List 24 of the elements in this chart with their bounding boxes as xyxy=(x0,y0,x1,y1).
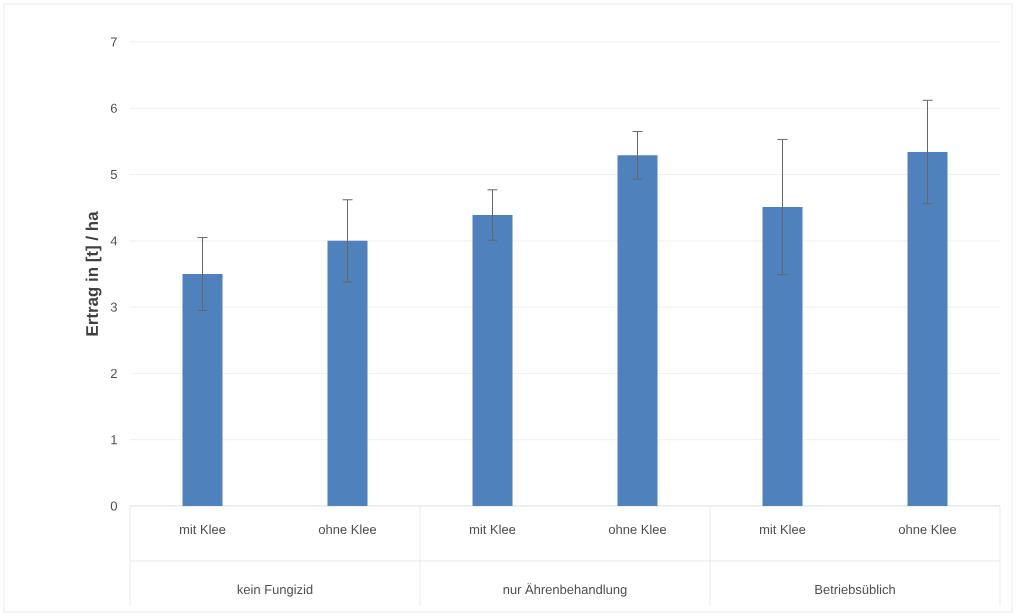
y-tick-label: 0 xyxy=(110,501,117,511)
text: nur Ährenbehandlung xyxy=(503,583,627,597)
y-axis-title: Ertrag in [t] / ha xyxy=(85,211,102,336)
x-tick-label: mit Klee xyxy=(469,524,516,535)
y-tick-label: 2 xyxy=(110,368,117,378)
y-tick-label: 4 xyxy=(110,236,118,246)
text: kein Fungizid xyxy=(237,584,313,597)
y-tick-label: 6 xyxy=(110,103,117,113)
y-tick-label: 7 xyxy=(110,37,117,47)
bar xyxy=(472,214,513,506)
bar xyxy=(327,240,368,506)
y-tick-label: 5 xyxy=(110,170,117,180)
y-tick-label: 3 xyxy=(110,302,117,312)
x-tick-label: ohne Klee xyxy=(318,524,377,535)
x-tick-label: ohne Klee xyxy=(608,524,667,535)
bar xyxy=(907,152,948,506)
bar xyxy=(617,155,658,506)
bar xyxy=(762,207,803,506)
y-tick-label: 1 xyxy=(111,435,117,445)
x-tick-label: ohne Klee xyxy=(898,524,957,535)
bar xyxy=(182,273,223,506)
text: Betriebsüblich xyxy=(815,584,895,595)
x-tick-label: mit Klee xyxy=(179,524,226,535)
x-tick-label: mit Klee xyxy=(759,524,806,535)
